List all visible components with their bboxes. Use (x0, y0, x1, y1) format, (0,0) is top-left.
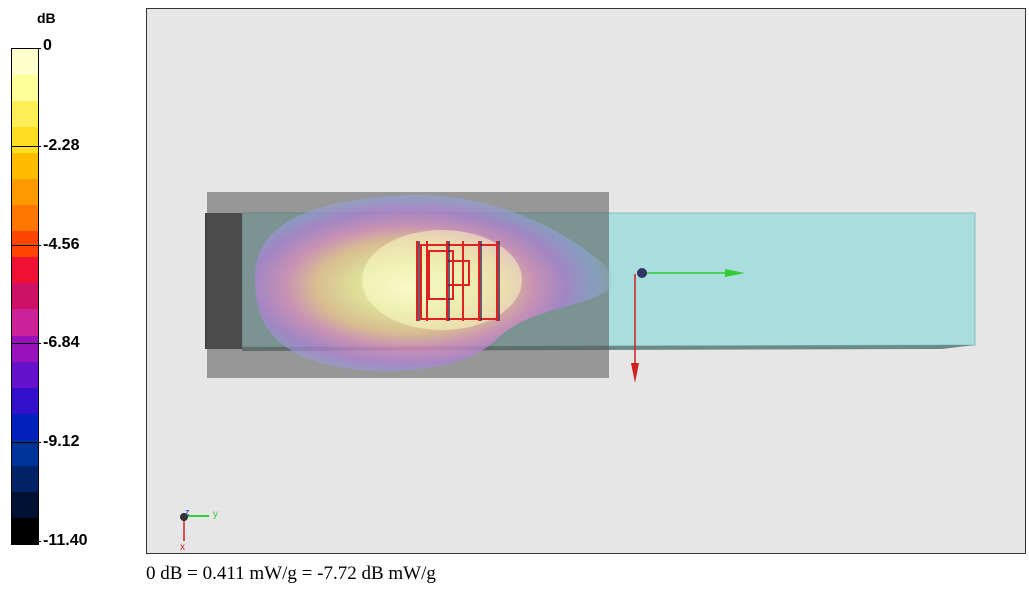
colorbar-tick-label: -4.56 (43, 236, 80, 253)
colorbar-tick (11, 245, 41, 246)
axis-triad-x-label: x (180, 542, 185, 553)
colorbar-segment (12, 283, 38, 310)
axis-triad-y-label: y (213, 509, 218, 520)
device-outline-shadow (418, 241, 500, 321)
axis-x-arrow-head (631, 363, 639, 383)
colorbar-tick (11, 146, 41, 147)
colorbar-segment (12, 335, 38, 362)
colorbar-tick (11, 343, 41, 344)
colorbar-tick-label: -9.12 (43, 433, 80, 450)
normalization-footer: 0 dB = 0.411 mW/g = -7.72 dB mW/g (146, 563, 436, 584)
colorbar-segment (12, 49, 38, 76)
colorbar-tick-label: 0 (43, 37, 52, 54)
colorbar-segment (12, 517, 38, 544)
colorbar-segment (12, 491, 38, 518)
scene: y z x (180, 192, 976, 553)
colorbar (11, 48, 39, 545)
sar-core (362, 230, 522, 330)
colorbar-segment (12, 309, 38, 336)
colorbar-segment (12, 439, 38, 466)
3d-viewport[interactable]: y z x (146, 8, 1026, 554)
reference-point (637, 268, 647, 278)
colorbar-tick-label: -11.40 (43, 532, 88, 549)
colorbar-tick-label: -6.84 (43, 334, 80, 351)
colorbar-segment (12, 205, 38, 232)
colorbar-segment (12, 361, 38, 388)
colorbar-tick (11, 48, 41, 49)
colorbar-tick (11, 442, 41, 443)
colorbar-tick-label: -2.28 (43, 137, 80, 154)
colorbar-segment (12, 101, 38, 128)
colorbar-segment (12, 387, 38, 414)
colorbar-segment (12, 75, 38, 102)
colorbar-segment (12, 127, 38, 154)
axis-triad: y z x (180, 507, 218, 553)
device-outline (416, 241, 498, 321)
colorbar-unit: dB (37, 10, 56, 26)
axis-y-arrow-head (725, 269, 745, 277)
colorbar-segment (12, 257, 38, 284)
colorbar-legend: dB 0 -2.28 -4.56 -6.84 -9.12 -11.40 (0, 0, 140, 560)
colorbar-segment (12, 231, 38, 258)
colorbar-segment (12, 153, 38, 180)
colorbar-segment (12, 413, 38, 440)
colorbar-segment (12, 465, 38, 492)
axis-triad-z-label: z (185, 507, 190, 517)
colorbar-segment (12, 179, 38, 206)
colorbar-tick (11, 541, 41, 542)
